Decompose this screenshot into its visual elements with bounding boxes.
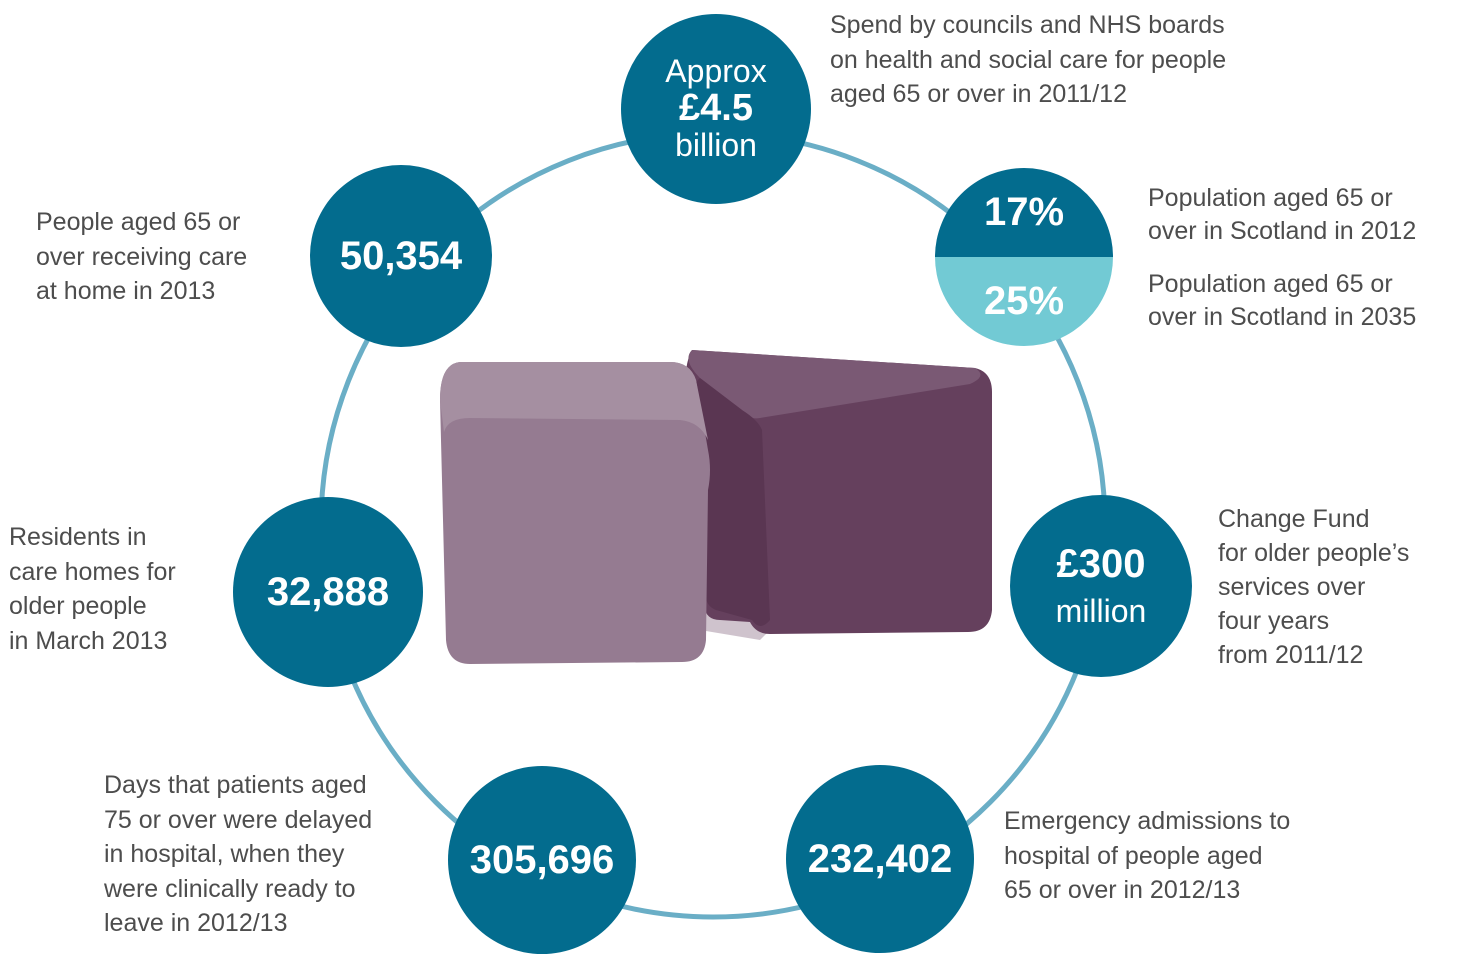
caption-line: services over	[1218, 573, 1366, 601]
care-homes-value: 32,888	[266, 570, 390, 614]
emergency-admissions-value: 232,402	[807, 837, 953, 881]
caption-line: Emergency admissions to	[1004, 807, 1291, 835]
caption-line: hospital of people aged	[1004, 841, 1263, 870]
care-homes-caption: Residents in care homes for older people…	[9, 520, 176, 658]
caption-line: over in Scotland in 2035	[1148, 302, 1417, 331]
caption-line: older people	[9, 592, 147, 620]
dark-cube	[684, 350, 992, 634]
caption-line: in hospital, when they	[104, 840, 345, 868]
caption-line: over receiving care	[36, 242, 248, 271]
caption-line: from 2011/12	[1218, 641, 1364, 669]
caption-line: were clinically ready to	[104, 874, 356, 903]
caption-line: Population aged 65 or	[1148, 270, 1393, 298]
care-at-home-value: 50,354	[339, 234, 463, 278]
caption-line: on health and social care for people	[830, 45, 1227, 74]
caption-line: four years	[1218, 607, 1330, 635]
spend-approx-label: Approx	[665, 53, 767, 90]
delayed-discharge-value: 305,696	[469, 838, 615, 882]
population-2035-value: 25%	[935, 257, 1113, 346]
caption-line: 65 or over in 2012/13	[1004, 876, 1241, 904]
caption-line: in March 2013	[9, 626, 168, 655]
caption-line: at home in 2013	[36, 277, 216, 305]
caption-line: aged 65 or over in 2011/12	[830, 80, 1127, 108]
caption-line: Change Fund	[1218, 505, 1370, 533]
caption-line: over in Scotland in 2012	[1148, 216, 1417, 245]
caption-line: leave in 2012/13	[104, 909, 288, 937]
care-at-home-caption: People aged 65 or over receiving care at…	[36, 205, 247, 309]
light-cube	[440, 362, 710, 664]
caption-line: care homes for	[9, 557, 176, 586]
caption-line: People aged 65 or	[36, 208, 241, 236]
caption-line: Days that patients aged	[104, 771, 367, 799]
spend-unit: billion	[675, 126, 757, 163]
caption-line: Residents in	[9, 523, 147, 551]
spend-circle: Approx £4.5 billion	[621, 14, 811, 204]
care-at-home-circle: 50,354	[310, 165, 492, 347]
population-circle: 17% 25%	[935, 168, 1113, 346]
emergency-admissions-caption: Emergency admissions to hospital of peop…	[1004, 804, 1290, 908]
change-fund-unit: million	[1055, 593, 1147, 630]
change-fund-value: £300	[1056, 542, 1146, 587]
caption-line: 75 or over were delayed	[104, 805, 373, 834]
caption-line: Population aged 65 or	[1148, 184, 1393, 212]
spend-caption: Spend by councils and NHS boards on heal…	[830, 8, 1226, 112]
population-2012-caption: Population aged 65 or over in Scotland i…	[1148, 182, 1416, 247]
population-2012-value: 17%	[935, 168, 1113, 257]
care-homes-circle: 32,888	[233, 497, 423, 687]
population-2035-caption: Population aged 65 or over in Scotland i…	[1148, 268, 1416, 333]
delayed-discharge-caption: Days that patients aged 75 or over were …	[104, 768, 372, 941]
change-fund-caption: Change Fund for older people’s services …	[1218, 502, 1409, 672]
change-fund-circle: £300 million	[1010, 495, 1192, 677]
emergency-admissions-circle: 232,402	[786, 765, 974, 953]
spend-value: £4.5	[679, 87, 753, 130]
delayed-discharge-circle: 305,696	[448, 766, 636, 954]
caption-line: Spend by councils and NHS boards	[830, 11, 1225, 39]
caption-line: for older people’s	[1218, 539, 1410, 567]
